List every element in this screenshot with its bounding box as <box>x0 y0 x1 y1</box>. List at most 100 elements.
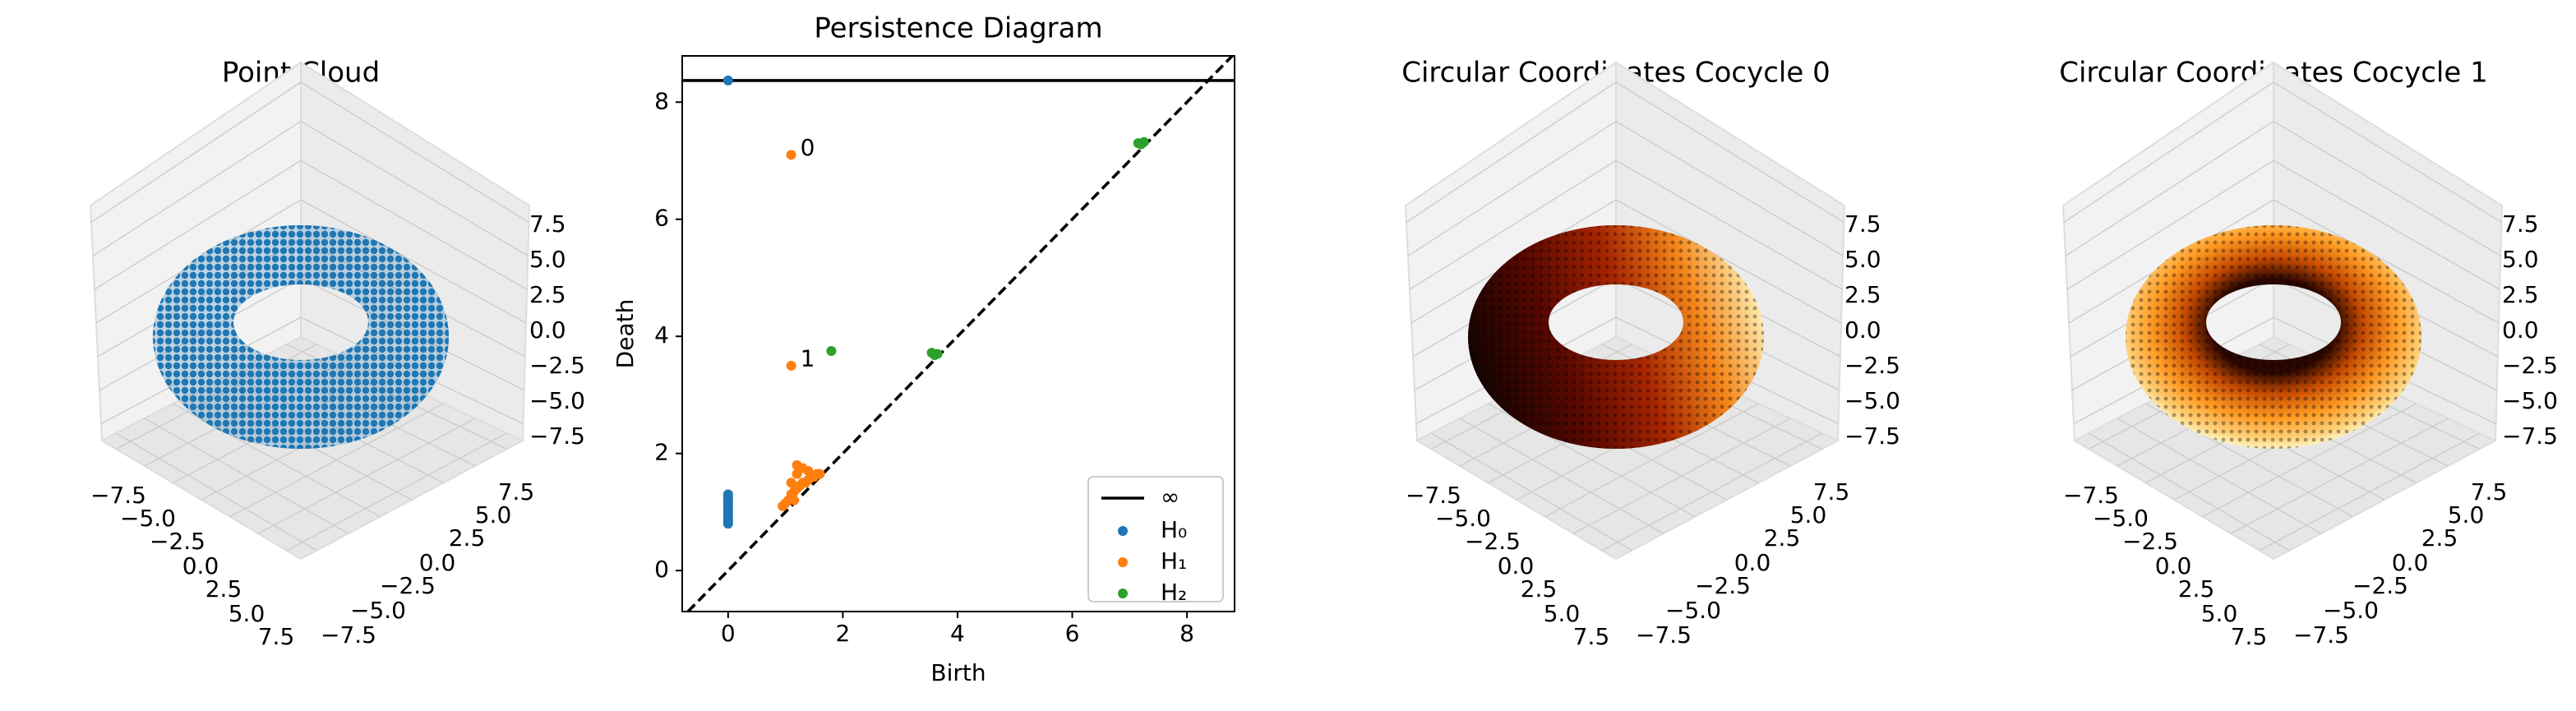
y-tick-label: 2.5 <box>2421 524 2458 552</box>
grid-line <box>2230 418 2449 534</box>
legend-swatch <box>1118 526 1128 536</box>
x-tick-label: 0.0 <box>1498 552 1535 579</box>
y-tick-label: 0 <box>654 556 669 583</box>
point <box>932 349 943 359</box>
x-tick-label: 7.5 <box>2231 623 2268 650</box>
grid-line <box>90 81 302 224</box>
grid-line <box>2273 81 2502 224</box>
z-tick-label: 0.0 <box>2502 316 2539 344</box>
y-tick-label: −7.5 <box>321 621 376 649</box>
point <box>1138 136 1149 147</box>
point <box>815 469 825 479</box>
z-tick-label: −7.5 <box>2502 422 2558 450</box>
y-tick-label: 2.5 <box>449 524 486 552</box>
z-tick-label: 0.0 <box>1844 316 1881 344</box>
x-tick-label: 6 <box>1065 620 1080 647</box>
grid-line <box>1615 120 1844 256</box>
y-axis-label: Death <box>612 299 639 369</box>
grid-line <box>2273 120 2501 256</box>
z-tick-label: −5.0 <box>529 387 585 414</box>
x-tick-label: −5.0 <box>1435 505 1491 532</box>
point <box>789 495 800 506</box>
y-tick-label: 7.5 <box>498 478 535 506</box>
torus-shade <box>153 225 449 449</box>
grid-line <box>1615 159 1843 290</box>
x-tick-label: 5.0 <box>1544 600 1581 627</box>
torus-texture <box>2126 225 2421 449</box>
z-tick-label: −5.0 <box>1844 387 1900 414</box>
legend-label: H₁ <box>1161 547 1187 575</box>
point <box>722 75 733 85</box>
x-tick-label: 2.5 <box>2178 575 2215 603</box>
z-tick-label: 2.5 <box>529 281 566 308</box>
x-tick-label: −7.5 <box>90 482 146 509</box>
y-tick-label: 4 <box>654 321 669 349</box>
y-tick-label: 6 <box>654 205 669 232</box>
x-tick-label: −2.5 <box>2122 528 2178 555</box>
grid-line <box>2065 120 2274 256</box>
point <box>786 478 796 488</box>
z-tick-label: 5.0 <box>2502 246 2539 273</box>
y-tick-label: −7.5 <box>1636 621 1692 649</box>
grid-line <box>94 159 302 290</box>
y-tick-label: 2 <box>654 439 669 466</box>
y-tick-label: −5.0 <box>350 597 406 624</box>
y-tick-label: 5.0 <box>1790 501 1827 529</box>
point <box>803 466 814 477</box>
y-tick-label: 2.5 <box>1764 524 1801 552</box>
z-tick-label: −5.0 <box>2502 387 2558 414</box>
point <box>792 459 802 470</box>
x-tick-label: −7.5 <box>2063 482 2119 509</box>
x-tick-label: 0 <box>721 620 736 647</box>
x-tick-label: −5.0 <box>2093 505 2149 532</box>
grid-line <box>92 120 302 256</box>
grid-line <box>300 81 529 224</box>
legend-label: H₀ <box>1161 516 1187 543</box>
y-tick-label: 7.5 <box>1813 478 1850 506</box>
x-tick-label: 2 <box>835 620 850 647</box>
legend-swatch <box>1118 589 1128 598</box>
grid-line <box>1615 81 1844 224</box>
x-tick-label: 0.0 <box>2155 552 2192 579</box>
y-tick-label: 0.0 <box>2392 549 2429 576</box>
grid-line <box>257 418 476 534</box>
torus-texture <box>1468 225 1764 449</box>
grid-line <box>300 120 529 256</box>
y-tick-label: −5.0 <box>2323 597 2379 624</box>
grid-line <box>1406 81 1617 224</box>
x-tick-label: 8 <box>1180 620 1194 647</box>
legend-label: H₂ <box>1161 579 1187 606</box>
x-tick-label: −7.5 <box>1406 482 1461 509</box>
y-tick-label: 0.0 <box>1734 549 1771 576</box>
x-tick-label: 2.5 <box>1521 575 1558 603</box>
y-tick-label: −7.5 <box>2293 621 2349 649</box>
torus-points <box>153 225 449 449</box>
grid-line <box>1409 159 1617 290</box>
grid-line <box>2063 81 2274 224</box>
point <box>826 346 837 357</box>
z-tick-label: −7.5 <box>1844 422 1900 450</box>
y-tick-label: 0.0 <box>419 549 456 576</box>
legend-swatch <box>1118 557 1128 567</box>
x-tick-label: 7.5 <box>258 623 295 650</box>
point <box>722 489 733 500</box>
grid-line <box>2259 432 2481 552</box>
z-tick-label: 7.5 <box>2502 210 2539 238</box>
x-tick-label: 7.5 <box>1573 623 1610 650</box>
grid-line <box>2202 403 2417 518</box>
legend-box <box>1087 476 1224 603</box>
z-tick-label: −2.5 <box>529 352 585 379</box>
y-tick-label: 8 <box>654 87 669 114</box>
annotation: 0 <box>801 134 815 161</box>
y-tick-label: 7.5 <box>2471 478 2508 506</box>
z-tick-label: −2.5 <box>2502 352 2558 379</box>
y-tick-label: −2.5 <box>2352 572 2408 599</box>
x-tick-label: −2.5 <box>1465 528 1521 555</box>
grid-line <box>300 159 528 290</box>
z-tick-label: 2.5 <box>1844 281 1881 308</box>
z-tick-label: −7.5 <box>529 422 585 450</box>
z-tick-label: 2.5 <box>2502 281 2539 308</box>
x-axis-label: Birth <box>930 659 986 686</box>
